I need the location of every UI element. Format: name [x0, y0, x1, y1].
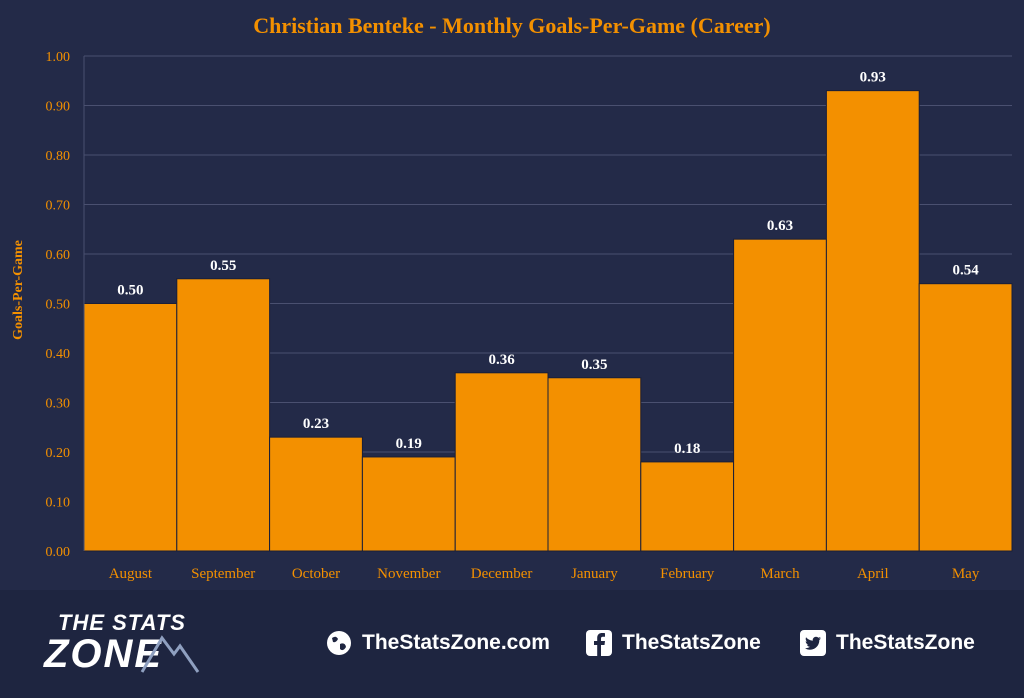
- data-label: 0.19: [396, 436, 422, 452]
- bar-march: [733, 238, 827, 552]
- y-tick-label: 0.40: [46, 347, 71, 362]
- axes: 0.00 0.10 0.20 0.30 0.40 0.50 0.60 0.70 0.80 0.90…: [46, 50, 980, 582]
- facebook-icon: [586, 630, 612, 656]
- globe-icon: [327, 631, 351, 655]
- twitter-icon: [800, 630, 826, 656]
- bar-may: [918, 283, 1013, 552]
- x-tick-label: October: [292, 566, 340, 582]
- y-tick-label: 0.00: [46, 545, 71, 560]
- y-tick-label: 1.00: [46, 50, 71, 65]
- data-label: 0.18: [674, 441, 700, 457]
- facebook-link[interactable]: TheStatsZone: [586, 626, 761, 660]
- bar-august: [83, 303, 178, 552]
- bar-october: [269, 436, 363, 552]
- data-label: 0.23: [303, 416, 329, 432]
- y-tick-label: 0.90: [46, 100, 71, 115]
- bar-january: [547, 377, 642, 552]
- x-tick-label: January: [571, 566, 618, 582]
- data-label: 0.36: [488, 352, 515, 368]
- logo-bottom-text: ZONE: [44, 632, 164, 676]
- facebook-text: TheStatsZone: [622, 631, 761, 654]
- y-tick-label: 0.60: [46, 248, 71, 263]
- y-tick-label: 0.80: [46, 149, 71, 164]
- bar-february: [640, 461, 735, 552]
- x-tick-label: April: [857, 566, 889, 582]
- x-tick-label: March: [760, 566, 800, 582]
- x-tick-label: September: [191, 566, 255, 582]
- bar-december: [454, 372, 549, 552]
- y-tick-label: 0.10: [46, 496, 71, 511]
- y-tick-label: 0.20: [46, 446, 71, 461]
- bar-november: [361, 456, 456, 552]
- data-label: 0.93: [860, 70, 886, 86]
- logo-top-text: THE STATS: [58, 610, 186, 635]
- chart-title: Christian Benteke - Monthly Goals-Per-Ga…: [253, 13, 771, 38]
- data-label: 0.50: [117, 283, 143, 299]
- x-tick-label: February: [660, 566, 715, 582]
- bar-april: [825, 90, 920, 552]
- data-label: 0.63: [767, 218, 793, 234]
- website-text: TheStatsZone.com: [362, 631, 550, 654]
- y-tick-label: 0.30: [46, 397, 71, 412]
- twitter-link[interactable]: TheStatsZone: [800, 626, 975, 660]
- stats-zone-logo: THE STATS ZONE: [44, 610, 214, 676]
- y-tick-label: 0.50: [46, 298, 71, 313]
- x-tick-label: May: [952, 566, 980, 582]
- bar-september: [176, 278, 271, 552]
- logo-swoosh-icon: [140, 635, 200, 673]
- data-label: 0.55: [210, 258, 236, 274]
- data-label: 0.35: [581, 357, 607, 373]
- y-tick-label: 0.70: [46, 199, 71, 214]
- y-axis-label: Goals-Per-Game: [11, 240, 26, 340]
- website-link[interactable]: TheStatsZone.com: [326, 626, 550, 660]
- twitter-text: TheStatsZone: [836, 631, 975, 654]
- data-label: 0.54: [952, 263, 979, 279]
- bar-chart: Christian Benteke - Monthly Goals-Per-Ga…: [11, 13, 1013, 582]
- bars: 0.50 0.55 0.23 0.19 0.36 0.35 0.18 0.63 0.93 0.54: [83, 70, 1013, 552]
- x-tick-label: August: [109, 566, 153, 582]
- footer: THE STATS ZONE TheStatsZone.com TheStats…: [0, 590, 1024, 698]
- x-tick-label: December: [471, 566, 533, 582]
- x-tick-label: November: [377, 566, 440, 582]
